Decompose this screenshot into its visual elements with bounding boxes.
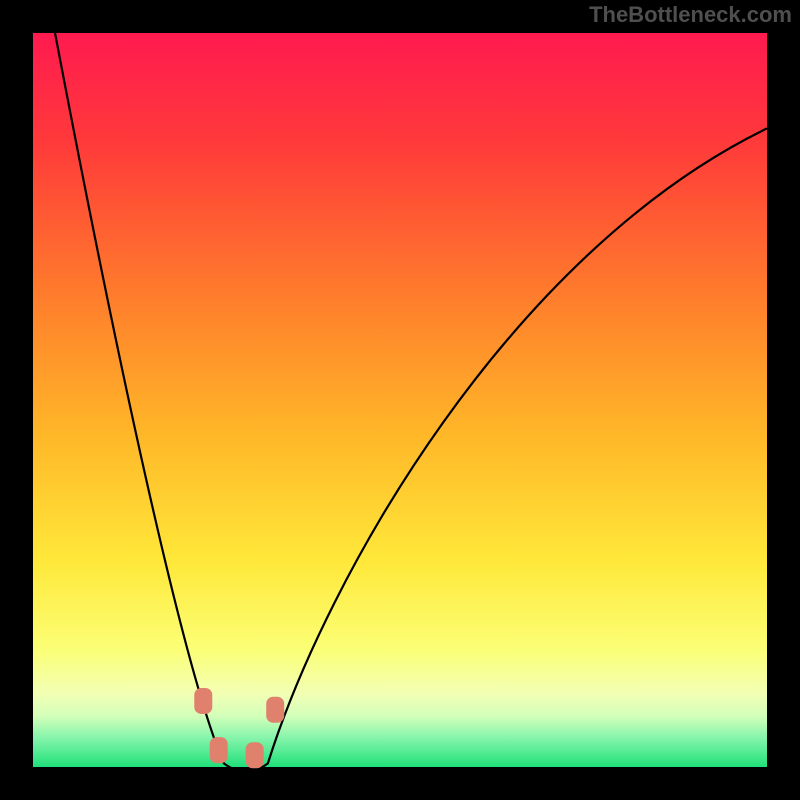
chart-root: TheBottleneck.com: [0, 0, 800, 800]
trough-marker: [266, 697, 284, 723]
plot-background: [33, 33, 767, 767]
watermark-text: TheBottleneck.com: [589, 2, 792, 28]
trough-marker: [246, 742, 264, 768]
trough-marker: [210, 737, 228, 763]
trough-marker: [194, 688, 212, 714]
bottleneck-chart: [0, 0, 800, 800]
